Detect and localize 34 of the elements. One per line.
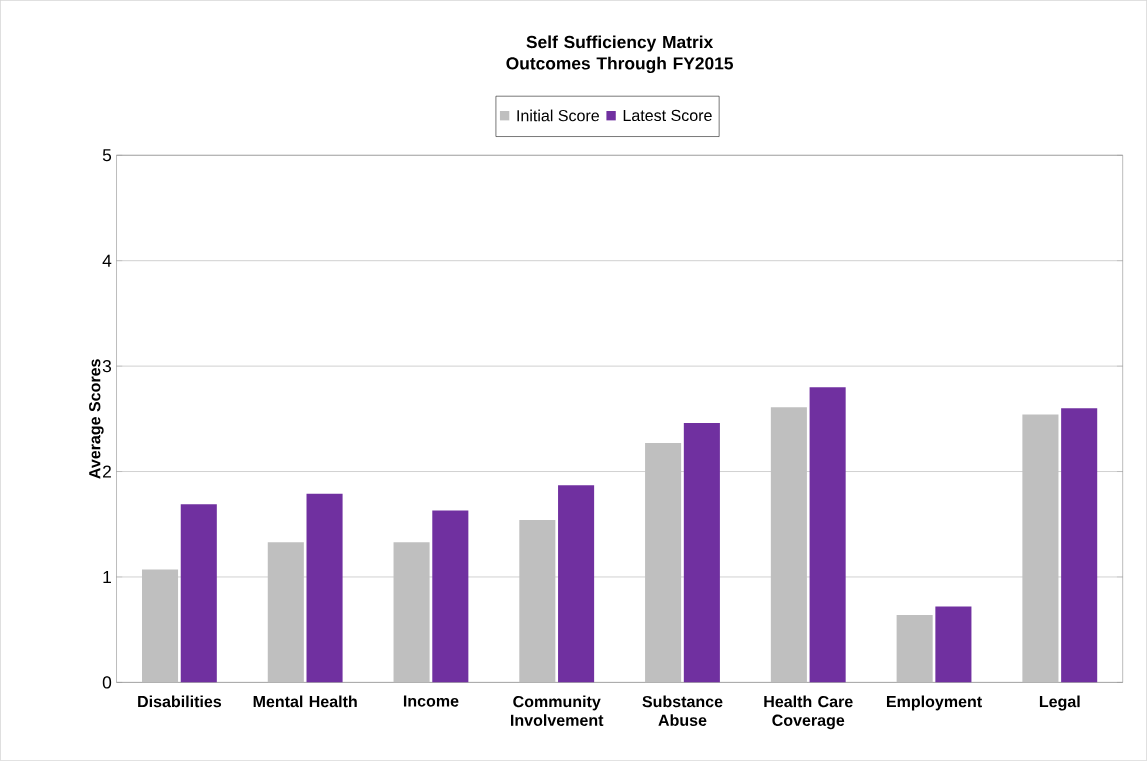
- x-tick-label: Disabilities: [138, 695, 222, 708]
- chart-title: Self Sufficiency Matrix Outcomes Through FY2015: [506, 35, 734, 74]
- bar: [306, 493, 343, 683]
- x-tick-label: Health Care Coverage: [764, 695, 853, 730]
- x-tick-label: Community Involvement: [511, 695, 604, 727]
- bar: [683, 423, 720, 683]
- legend-label: Initial Score: [517, 109, 599, 122]
- bar: [896, 615, 933, 683]
- bar: [770, 407, 807, 683]
- bar: [809, 387, 846, 683]
- y-tick-label: 0: [102, 676, 112, 689]
- bar: [1061, 408, 1098, 683]
- legend-label: Latest Score: [623, 109, 712, 122]
- bar: [267, 542, 304, 683]
- bar: [519, 520, 556, 683]
- x-tick-label: Legal: [1039, 695, 1080, 711]
- bar: [180, 504, 217, 683]
- x-tick-label: Substance Abuse: [642, 695, 723, 727]
- y-tick-label: 1: [103, 571, 111, 584]
- bar: [558, 485, 595, 683]
- bar: [393, 542, 430, 683]
- bar: [1022, 414, 1059, 683]
- bar: [935, 606, 972, 683]
- x-tick-label: Employment: [886, 695, 982, 711]
- x-tick-label: Income: [403, 695, 459, 707]
- x-tick-label: Mental Health: [253, 695, 357, 708]
- y-axis-title: Average Scores: [89, 359, 104, 479]
- bar: [142, 569, 179, 683]
- bar: [432, 510, 469, 683]
- bar: [645, 443, 682, 683]
- y-tick-label: 4: [102, 254, 112, 267]
- y-tick-label: 5: [102, 149, 112, 162]
- y-tick-label: 3: [102, 360, 112, 373]
- y-tick-label: 2: [103, 465, 111, 478]
